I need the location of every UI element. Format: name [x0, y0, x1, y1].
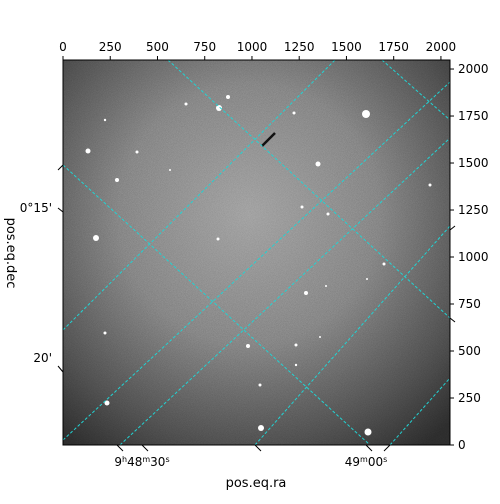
- sky-image: [63, 60, 450, 445]
- axes-frame: [62, 59, 451, 446]
- pixel-x-tick-label: 0: [59, 40, 67, 54]
- star: [294, 363, 298, 367]
- x-axis-label: pos.eq.ra: [226, 476, 287, 491]
- star: [246, 344, 250, 348]
- star: [93, 235, 99, 241]
- pixel-x-tick-label: 2000: [426, 40, 457, 54]
- star: [103, 118, 107, 122]
- star: [258, 425, 264, 431]
- streak: [261, 132, 276, 147]
- star-sources: [85, 95, 432, 436]
- grid-line: [63, 164, 371, 445]
- star: [304, 291, 308, 295]
- ra-tick-mark: [141, 444, 149, 452]
- star: [325, 285, 327, 287]
- ra-ticks: 9h48m30s 49m00s: [114, 444, 391, 470]
- pixel-y-tick-label: 0: [458, 438, 466, 452]
- star: [366, 278, 368, 280]
- dec-tick-mark: [57, 164, 64, 171]
- star: [292, 111, 296, 115]
- y-axis-label: pos.eq.dec: [3, 218, 18, 289]
- star: [364, 428, 372, 436]
- star: [104, 400, 110, 406]
- star: [362, 110, 370, 118]
- star: [135, 150, 139, 154]
- pixel-y-tick-label: 750: [458, 297, 481, 311]
- pixel-x-tick-label: 750: [193, 40, 216, 54]
- pixel-y-tick-label: 1500: [458, 156, 489, 170]
- ra-tick-label: 49m00s: [345, 455, 388, 470]
- dec-ticks: 0°15' 20': [20, 164, 456, 373]
- ra-tick-mark: [383, 444, 391, 452]
- grid-line: [254, 225, 450, 445]
- grid-line: [63, 60, 336, 331]
- star: [258, 383, 262, 387]
- star: [300, 205, 304, 209]
- star: [319, 336, 321, 338]
- dec-tick-mark: [57, 365, 64, 373]
- star: [294, 343, 298, 347]
- grid-line: [167, 60, 450, 319]
- pixel-x-ticks: 0 250 500 750 1000 1250 1500 1750 2000: [59, 40, 456, 60]
- star: [326, 212, 330, 216]
- pixel-y-tick-label: 1750: [458, 109, 489, 123]
- grid-line: [63, 81, 450, 441]
- dec-tick-label: 0°15': [20, 201, 52, 215]
- pixel-x-tick-label: 500: [146, 40, 169, 54]
- ra-tick-mark: [116, 444, 124, 452]
- pixel-x-tick-label: 1500: [331, 40, 362, 54]
- ra-tick-mark: [365, 444, 373, 452]
- grid-line: [381, 60, 450, 121]
- star: [184, 102, 188, 106]
- star: [315, 161, 321, 167]
- star: [115, 178, 119, 182]
- star: [85, 148, 91, 154]
- pixel-y-tick-label: 1000: [458, 250, 489, 264]
- pixel-x-tick-label: 1750: [378, 40, 409, 54]
- dec-tick-label: 20': [33, 351, 52, 365]
- coordinate-grid: [63, 60, 450, 445]
- dec-tick-mark: [449, 225, 456, 231]
- grid-line: [119, 137, 450, 445]
- star: [216, 105, 222, 111]
- star: [226, 95, 230, 99]
- pixel-x-tick-label: 1250: [284, 40, 315, 54]
- pixel-x-tick-label: 250: [99, 40, 122, 54]
- pixel-y-tick-label: 1250: [458, 203, 489, 217]
- pixel-y-ticks: 0 250 500 750 1000 1250 1500 1750 2000: [450, 62, 489, 452]
- dec-tick-mark: [57, 207, 64, 213]
- pixel-y-tick-label: 2000: [458, 62, 489, 76]
- ra-tick-label: 9h48m30s: [114, 455, 169, 470]
- ra-tick-mark: [254, 444, 262, 452]
- star: [428, 183, 432, 187]
- star: [382, 262, 386, 266]
- pixel-y-tick-label: 250: [458, 391, 481, 405]
- pixel-x-tick-label: 1000: [237, 40, 268, 54]
- star: [216, 237, 220, 241]
- dec-tick-mark: [449, 317, 456, 323]
- star: [169, 169, 171, 171]
- star: [103, 331, 107, 335]
- pixel-y-tick-label: 500: [458, 344, 481, 358]
